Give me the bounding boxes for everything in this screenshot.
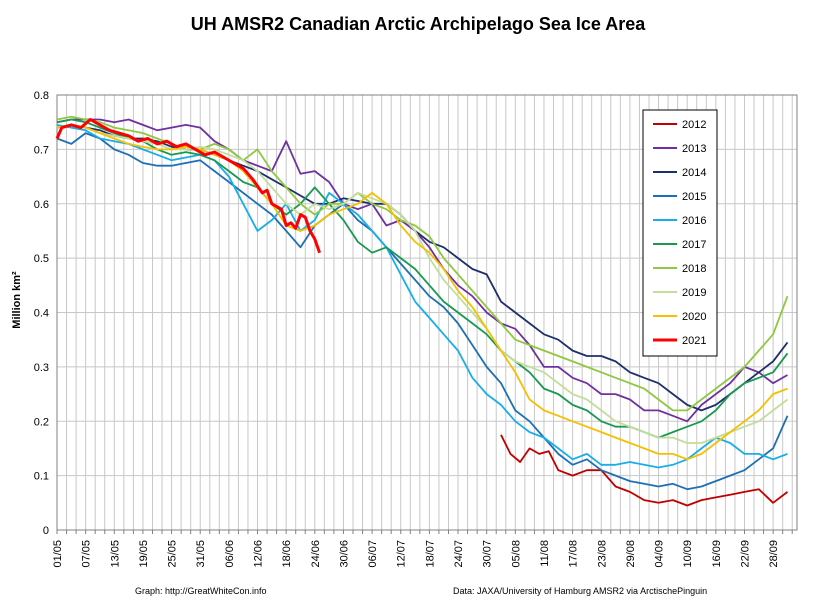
legend-label-2017: 2017 bbox=[682, 239, 706, 251]
x-tick-label: 25/05 bbox=[167, 540, 179, 568]
chart-title: UH AMSR2 Canadian Arctic Archipelago Sea… bbox=[191, 14, 646, 34]
series-line-2020 bbox=[56, 124, 788, 461]
legend-label-2014: 2014 bbox=[682, 167, 706, 179]
x-tick-label: 16/09 bbox=[711, 540, 723, 568]
legend-label-2016: 2016 bbox=[682, 215, 706, 227]
y-tick-label: 0.6 bbox=[34, 199, 49, 211]
series-line-2012 bbox=[500, 434, 789, 507]
legend-label-2021: 2021 bbox=[682, 335, 706, 347]
x-tick-label: 30/07 bbox=[482, 540, 494, 568]
legend-label-2012: 2012 bbox=[682, 119, 706, 131]
legend-label-2018: 2018 bbox=[682, 263, 706, 275]
series-group bbox=[55, 115, 789, 507]
footer-left: Graph: http://GreatWhiteCon.info bbox=[135, 586, 267, 596]
x-tick-label: 23/08 bbox=[596, 540, 608, 568]
x-tick-label: 07/05 bbox=[81, 540, 93, 568]
x-tick-label: 17/08 bbox=[568, 540, 580, 568]
series-line-2016 bbox=[56, 124, 788, 469]
y-tick-label: 0.3 bbox=[34, 362, 49, 374]
x-tick-label: 29/08 bbox=[625, 540, 637, 568]
plot-area-border bbox=[56, 94, 798, 531]
y-tick-label: 0.2 bbox=[34, 416, 49, 428]
x-tick-label: 06/06 bbox=[224, 540, 236, 568]
x-tick-label: 22/09 bbox=[739, 540, 751, 568]
legend-label-2019: 2019 bbox=[682, 287, 706, 299]
y-tick-label: 0 bbox=[43, 525, 49, 537]
x-tick-label: 04/09 bbox=[654, 540, 666, 568]
y-tick-label: 0.7 bbox=[34, 144, 49, 156]
series-line-2015 bbox=[56, 132, 789, 491]
series-line-2019 bbox=[56, 124, 789, 444]
y-tick-label: 0.8 bbox=[34, 90, 49, 102]
x-tick-label: 10/09 bbox=[682, 540, 694, 568]
x-tick-label: 05/08 bbox=[510, 540, 522, 568]
x-tick-label: 18/06 bbox=[281, 540, 293, 568]
series-line-2013 bbox=[56, 118, 788, 423]
x-tick-label: 12/07 bbox=[396, 540, 408, 568]
x-tick-label: 12/06 bbox=[253, 540, 265, 568]
x-tick-label: 24/06 bbox=[310, 540, 322, 568]
x-tick-label: 11/08 bbox=[539, 540, 551, 567]
x-tick-label: 18/07 bbox=[424, 540, 436, 568]
y-axis-label: Million km² bbox=[11, 271, 23, 329]
x-tick-label: 30/06 bbox=[338, 540, 350, 568]
x-tick-label: 01/05 bbox=[52, 540, 64, 568]
legend-label-2015: 2015 bbox=[682, 191, 706, 203]
series-line-2017 bbox=[56, 118, 789, 439]
x-tick-label: 19/05 bbox=[138, 540, 150, 568]
y-tick-label: 0.1 bbox=[34, 471, 49, 483]
x-tick-label: 13/05 bbox=[109, 540, 121, 568]
x-tick-label: 06/07 bbox=[367, 540, 379, 568]
y-tick-label: 0.4 bbox=[34, 308, 49, 320]
y-tick-label: 0.5 bbox=[34, 253, 49, 265]
x-tick-label: 24/07 bbox=[453, 540, 465, 568]
footer-right: Data: JAXA/University of Hamburg AMSR2 v… bbox=[453, 586, 707, 596]
legend: 2012 2013 2014 2015 2016 2017 2018 2019 2020 2021 bbox=[642, 109, 718, 357]
legend-label-2020: 2020 bbox=[682, 311, 706, 323]
axes: 0 0.1 0.2 0.3 0.4 0.5 0.6 0.7 0.8 01/05 07/05 13/05… bbox=[34, 90, 798, 568]
legend-label-2013: 2013 bbox=[682, 143, 706, 155]
x-tick-label: 28/09 bbox=[768, 540, 780, 568]
x-tick-label: 31/05 bbox=[195, 540, 207, 568]
series-line-2021 bbox=[55, 118, 322, 254]
